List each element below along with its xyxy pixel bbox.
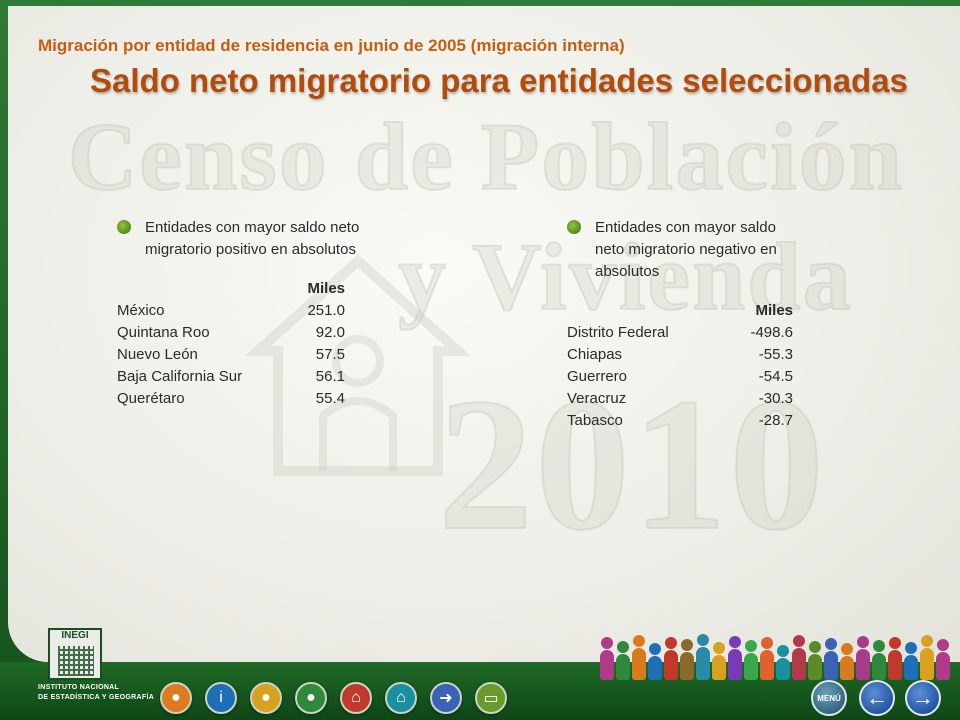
people-decoration [598, 632, 953, 680]
person-figure [856, 636, 870, 680]
person-figure [808, 641, 822, 680]
positive-bullet-text: Entidades con mayor saldo neto migratori… [145, 219, 360, 258]
house-icon[interactable]: ⌂ [385, 682, 417, 714]
unit-header: Miles [755, 302, 793, 319]
bullet-icon [567, 220, 581, 234]
person-figure [840, 643, 854, 680]
state-value: 251.0 [307, 302, 345, 319]
person-figure [632, 635, 646, 680]
person-figure [824, 638, 838, 680]
person-figure [648, 643, 662, 680]
state-name: Guerrero [567, 368, 628, 385]
person-figure [872, 640, 886, 680]
slide-title: Saldo neto migratorio para entidades sel… [90, 62, 908, 99]
state-name: México [117, 302, 165, 319]
person-figure [744, 640, 758, 680]
person-figure [936, 639, 950, 680]
people-icon[interactable]: ● [250, 682, 282, 714]
state-value: 57.5 [315, 346, 345, 363]
logo-caption: INSTITUTO NACIONAL DE ESTADÍSTICA Y GEOG… [38, 683, 154, 703]
inegi-logo: INEGI [48, 628, 102, 680]
negative-balance-panel: Entidades con mayor saldo neto migratori… [567, 217, 807, 432]
state-name: Nuevo León [117, 346, 198, 363]
next-arrow-button[interactable]: → [905, 680, 941, 716]
person-figure [616, 641, 630, 680]
person-figure [696, 634, 710, 680]
person-figure [680, 639, 694, 680]
person-figure [888, 637, 902, 680]
state-name: Veracruz [567, 390, 627, 407]
watermark-line1: Censo de Población [67, 102, 905, 211]
previous-arrow-button[interactable]: ← [859, 680, 895, 716]
document-icon[interactable]: ▭ [475, 682, 507, 714]
person-figure [728, 636, 742, 680]
bullet-icon [117, 220, 131, 234]
menu-button[interactable]: MENÚ [811, 680, 847, 716]
state-name: Tabasco [567, 412, 623, 429]
unit-header: Miles [307, 280, 345, 297]
negative-bullet-text: Entidades con mayor saldo neto migratori… [595, 219, 777, 280]
person-figure [920, 635, 934, 680]
table-row: México 251.0 [117, 300, 345, 322]
person-figure [792, 635, 806, 680]
table-row: Veracruz -30.3 [567, 388, 793, 410]
state-value: -54.5 [758, 368, 793, 385]
table-row: Tabasco -28.7 [567, 410, 793, 432]
person-figure [760, 637, 774, 680]
state-name: Quintana Roo [117, 324, 210, 341]
state-name: Distrito Federal [567, 324, 669, 341]
person-icon[interactable]: ● [295, 682, 327, 714]
positive-balance-table: Miles México 251.0 Quintana Roo 92.0 Nue… [117, 278, 345, 410]
person-figure [664, 637, 678, 680]
state-value: -28.7 [758, 412, 793, 429]
table-row: Querétaro 55.4 [117, 388, 345, 410]
table-row: Chiapas -55.3 [567, 344, 793, 366]
state-name: Baja California Sur [117, 368, 243, 385]
state-value: -55.3 [758, 346, 793, 363]
person-figure [904, 642, 918, 680]
family-icon[interactable]: ● [160, 682, 192, 714]
state-name: Querétaro [117, 390, 185, 407]
logo-caption-line2: DE ESTADÍSTICA Y GEOGRAFÍA [38, 694, 155, 701]
logo-grid-icon [58, 646, 94, 676]
table-header-row: Miles [567, 300, 793, 322]
positive-balance-panel: Entidades con mayor saldo neto migratori… [117, 217, 362, 410]
table-row: Distrito Federal -498.6 [567, 322, 793, 344]
state-name: Chiapas [567, 346, 623, 363]
person-figure [712, 642, 726, 680]
slide-subtitle: Migración por entidad de residencia en j… [38, 36, 625, 55]
table-header-row: Miles [117, 278, 345, 300]
state-value: 56.1 [315, 368, 345, 385]
table-row: Quintana Roo 92.0 [117, 322, 345, 344]
home-icon[interactable]: ⌂ [340, 682, 372, 714]
state-value: -30.3 [758, 390, 793, 407]
table-row: Nuevo León 57.5 [117, 344, 345, 366]
positive-bullet: Entidades con mayor saldo neto migratori… [117, 217, 362, 261]
table-row: Guerrero -54.5 [567, 366, 793, 388]
state-value: -498.6 [750, 324, 793, 341]
state-value: 55.4 [315, 390, 345, 407]
table-row: Baja California Sur 56.1 [117, 366, 345, 388]
person-figure [600, 637, 614, 680]
info-icon[interactable]: i [205, 682, 237, 714]
logo-name: INEGI [61, 630, 89, 641]
state-value: 92.0 [315, 324, 345, 341]
person-figure [776, 645, 790, 680]
migration-icon[interactable]: ➜ [430, 682, 462, 714]
negative-balance-table: Miles Distrito Federal -498.6 Chiapas -5… [567, 300, 793, 432]
logo-caption-line1: INSTITUTO NACIONAL [38, 684, 120, 691]
negative-bullet: Entidades con mayor saldo neto migratori… [567, 217, 807, 283]
